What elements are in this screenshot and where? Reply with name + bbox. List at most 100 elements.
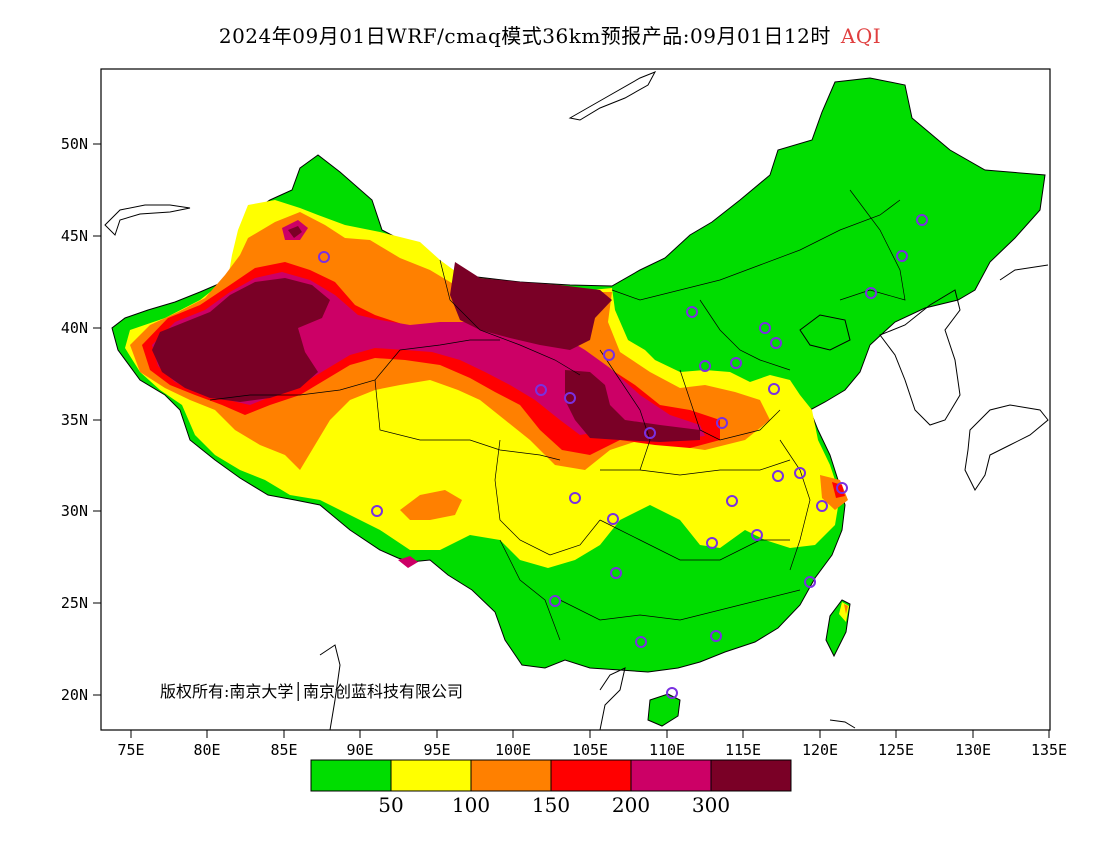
lon-axis: 75E 80E 85E 90E 95E 100E 105E 110E 115E … — [117, 730, 1067, 759]
hainan-island — [647, 693, 681, 727]
japan-outline — [964, 404, 1049, 491]
aqi-zone-hotspot-tibet — [400, 490, 462, 520]
map-content: 版权所有:南京大学│南京创蓝科技有限公司 — [104, 71, 1049, 730]
lon-tick-label: 120E — [802, 741, 838, 759]
station-marker — [896, 250, 908, 262]
lon-tick-label: 125E — [878, 741, 914, 759]
lat-tick-label: 25N — [61, 594, 88, 612]
border-hunan — [599, 519, 790, 561]
legend-swatch — [630, 759, 712, 792]
station-marker — [371, 505, 383, 517]
station-markers — [318, 214, 928, 699]
lat-tick-label: 45N — [61, 227, 88, 245]
lon-tick-label: 80E — [193, 741, 220, 759]
border-guangdong — [559, 589, 801, 621]
gulf-coast — [319, 644, 341, 730]
japan-north — [999, 264, 1049, 281]
legend-label: 50 — [378, 793, 403, 817]
province-borders — [209, 189, 906, 641]
station-marker — [726, 495, 738, 507]
station-marker — [794, 467, 806, 479]
aqi-zone-hotspot-north-core — [288, 226, 302, 238]
border-northeast — [839, 189, 906, 301]
map-title: 2024年09月01日WRF/cmaq模式36km预报产品:09月01日12时 A… — [0, 20, 1100, 49]
map-frame — [100, 68, 1051, 731]
legend-label: 200 — [612, 793, 650, 817]
lon-tick-label: 130E — [955, 741, 991, 759]
legend-label: 150 — [532, 793, 570, 817]
station-marker — [816, 500, 828, 512]
border-north-plain — [699, 299, 791, 371]
aqi-zone-hazardous-west — [152, 278, 330, 402]
taiwan-orange — [844, 604, 848, 614]
copyright-text: 版权所有:南京大学│南京创蓝科技有限公司 — [160, 681, 463, 701]
lon-tick-label: 95E — [423, 741, 450, 759]
lat-tick-label: 30N — [61, 502, 88, 520]
lon-tick-label: 110E — [649, 741, 685, 759]
legend-swatch — [550, 759, 632, 792]
aqi-zone-hotspot-south — [398, 556, 418, 568]
legend-swatch — [310, 759, 392, 792]
lat-axis: 50N 45N 40N 35N 30N 25N 20N — [61, 135, 101, 704]
station-marker — [804, 576, 816, 588]
neighbor-outlines — [104, 71, 1049, 730]
lon-tick-label: 85E — [270, 741, 297, 759]
lon-tick-label: 105E — [572, 741, 608, 759]
station-marker — [916, 214, 928, 226]
border-sichuan — [494, 439, 601, 556]
lat-tick-label: 35N — [61, 411, 88, 429]
station-marker — [318, 251, 330, 263]
station-marker — [535, 384, 547, 396]
border-henan — [679, 369, 781, 441]
station-marker — [710, 630, 722, 642]
lat-tick-label: 40N — [61, 319, 88, 337]
border-gansu — [439, 259, 581, 376]
station-marker — [666, 687, 678, 699]
station-marker — [607, 513, 619, 525]
border-qinghai — [374, 379, 561, 461]
lon-tick-label: 100E — [495, 741, 531, 759]
station-marker — [730, 357, 742, 369]
station-marker — [635, 636, 647, 648]
station-marker — [569, 492, 581, 504]
legend-label: 300 — [692, 793, 730, 817]
border-hubei — [600, 459, 791, 476]
bohai-coast — [799, 314, 851, 351]
aqi-zone-coast-red — [832, 482, 845, 498]
station-marker — [751, 529, 763, 541]
border-shaanxi — [599, 349, 651, 471]
station-marker — [549, 595, 561, 607]
lon-tick-label: 115E — [725, 741, 761, 759]
station-marker — [770, 337, 782, 349]
station-marker — [686, 306, 698, 318]
caspian-coast — [104, 204, 191, 236]
legend-label: 100 — [452, 793, 490, 817]
title-main: 2024年09月01日WRF/cmaq模式36km预报产品:09月01日12时 — [218, 24, 831, 48]
aqi-zone-hazardous-east — [450, 262, 612, 350]
station-marker — [836, 482, 848, 494]
station-marker — [699, 360, 711, 372]
korea-outline — [879, 289, 961, 426]
border-yunnan — [499, 539, 561, 641]
station-marker — [564, 392, 576, 404]
sakhalin-coast — [568, 71, 657, 121]
lat-tick-label: 50N — [61, 135, 88, 153]
border-east-coast — [779, 439, 811, 571]
station-marker — [865, 287, 877, 299]
philippines-coast — [829, 719, 856, 729]
legend-swatch — [710, 759, 792, 792]
station-marker — [610, 567, 622, 579]
lon-tick-label: 90E — [346, 741, 373, 759]
legend-swatch — [390, 759, 472, 792]
station-marker — [716, 417, 728, 429]
lat-tick-label: 20N — [61, 686, 88, 704]
station-marker — [772, 470, 784, 482]
lon-tick-label: 75E — [117, 741, 144, 759]
station-marker — [603, 349, 615, 361]
station-marker — [759, 322, 771, 334]
aqi-legend: 50 100 150 200 300 — [310, 759, 792, 817]
indochina-coast — [599, 667, 626, 730]
lon-tick-label: 135E — [1031, 741, 1067, 759]
station-marker — [644, 427, 656, 439]
